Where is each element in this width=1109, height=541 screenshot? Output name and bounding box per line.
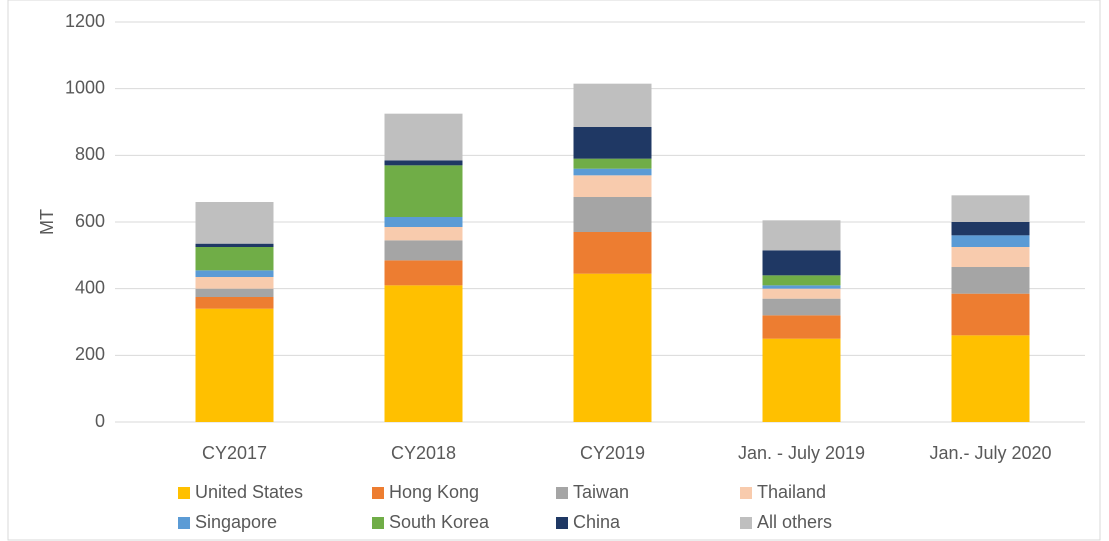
bar-segment: [195, 297, 274, 309]
legend-swatch: [372, 487, 384, 499]
bar-segment: [951, 247, 1030, 267]
legend-label: South Korea: [389, 512, 490, 532]
x-tick-label: CY2019: [580, 443, 645, 463]
y-tick-label: 1200: [65, 11, 105, 31]
y-tick-label: 0: [95, 411, 105, 431]
bar-segment: [195, 270, 274, 277]
bar-segment: [573, 168, 652, 176]
legend-swatch: [372, 517, 384, 529]
bar-segment: [762, 338, 841, 422]
bar-segment: [951, 195, 1030, 222]
bar-segment: [195, 277, 274, 289]
bar-segment: [573, 175, 652, 197]
bar-segment: [384, 217, 463, 227]
legend-label: All others: [757, 512, 832, 532]
legend-swatch: [740, 517, 752, 529]
bar-segment: [195, 308, 274, 422]
bar-segment: [384, 285, 463, 422]
legend-swatch: [740, 487, 752, 499]
bar-segment: [573, 197, 652, 232]
x-tick-label: CY2017: [202, 443, 267, 463]
bar-segment: [195, 247, 274, 271]
bar-segment: [195, 243, 274, 247]
bar-segment: [384, 260, 463, 286]
x-tick-label: CY2018: [391, 443, 456, 463]
bar-segment: [573, 83, 652, 127]
bar-segment: [951, 293, 1030, 336]
x-tick-label: Jan. - July 2019: [738, 443, 865, 463]
bar-segment: [573, 158, 652, 169]
bar-segment: [762, 220, 841, 251]
bar-segment: [951, 222, 1030, 236]
bar-segment: [762, 285, 841, 289]
legend-swatch: [556, 517, 568, 529]
bar-segment: [762, 315, 841, 339]
bar-segment: [762, 275, 841, 286]
legend-label: Singapore: [195, 512, 277, 532]
bar-segment: [573, 127, 652, 159]
y-axis-label: MT: [37, 209, 57, 235]
bar-segment: [195, 288, 274, 297]
y-tick-label: 800: [75, 144, 105, 164]
legend-label: Thailand: [757, 482, 826, 502]
legend-label: Hong Kong: [389, 482, 479, 502]
bar-segment: [951, 267, 1030, 294]
bar-segment: [951, 335, 1030, 422]
bar-segment: [762, 250, 841, 276]
bar-segment: [573, 232, 652, 274]
y-tick-label: 400: [75, 277, 105, 297]
x-tick-label: Jan.- July 2020: [929, 443, 1051, 463]
bar-segment: [762, 298, 841, 316]
legend-swatch: [178, 517, 190, 529]
bar-segment: [384, 240, 463, 261]
legend-label: China: [573, 512, 621, 532]
y-tick-label: 600: [75, 211, 105, 231]
legend-swatch: [556, 487, 568, 499]
bar-segment: [384, 165, 463, 217]
bar-segment: [951, 235, 1030, 247]
bar-segment: [195, 202, 274, 244]
legend-label: United States: [195, 482, 303, 502]
bar-segment: [384, 227, 463, 241]
legend-swatch: [178, 487, 190, 499]
chart-frame: [7, 0, 1101, 541]
legend-label: Taiwan: [573, 482, 629, 502]
bar-segment: [384, 113, 463, 161]
bar-segment: [762, 288, 841, 299]
y-tick-label: 200: [75, 344, 105, 364]
bar-segment: [573, 273, 652, 422]
bar-segment: [384, 160, 463, 166]
y-tick-label: 1000: [65, 77, 105, 97]
